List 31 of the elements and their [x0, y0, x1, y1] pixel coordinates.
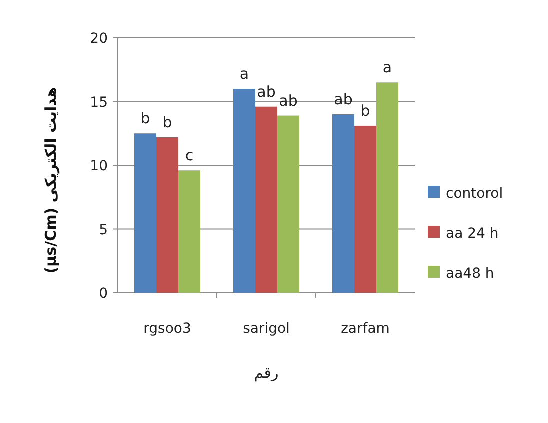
y-tick-label: 15 — [90, 94, 108, 111]
data-label: ab — [279, 92, 298, 110]
data-label: c — [185, 146, 194, 165]
x-tick-label: sarigol — [243, 321, 290, 337]
x-axis-title: رقم — [254, 364, 279, 382]
x-tick-label: rgsoo3 — [144, 321, 192, 337]
bar — [134, 134, 156, 293]
data-label: b — [140, 110, 150, 128]
legend-label: aa48 h — [446, 266, 494, 282]
legend-label: contorol — [446, 186, 504, 202]
data-label: ab — [257, 82, 276, 101]
bar — [178, 170, 200, 293]
data-label: ab — [334, 90, 353, 108]
y-axis-title: هدایت الکتریکی (µs/Cm) — [42, 87, 60, 274]
bar — [256, 106, 278, 293]
bar — [156, 137, 178, 293]
bar — [376, 82, 398, 293]
legend-label: aa 24 h — [446, 226, 499, 242]
bar — [354, 126, 376, 293]
bar — [332, 114, 354, 293]
y-tick-label: 5 — [99, 222, 108, 238]
data-label: a — [382, 58, 392, 77]
y-tick-label: 20 — [90, 31, 108, 47]
y-tick-label: 0 — [99, 286, 108, 302]
bar — [234, 89, 256, 293]
data-label: a — [240, 65, 250, 83]
y-tick-label: 10 — [90, 158, 108, 174]
x-tick-label: zarfam — [341, 321, 390, 337]
bar — [278, 116, 300, 293]
data-label: b — [162, 113, 172, 132]
data-label: b — [360, 102, 370, 120]
